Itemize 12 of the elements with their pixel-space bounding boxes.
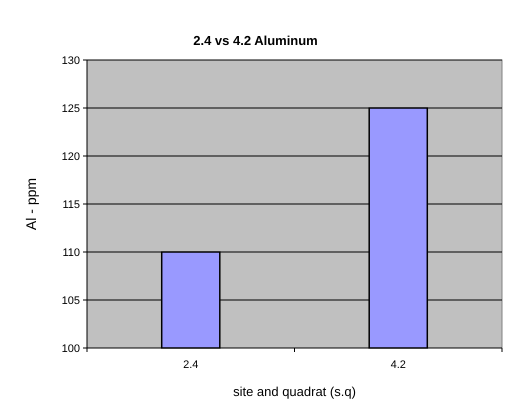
y-tick-label: 110 bbox=[62, 246, 80, 259]
y-tick-label: 120 bbox=[62, 150, 80, 163]
y-tick-label: 115 bbox=[62, 198, 80, 211]
y-tick-label: 130 bbox=[62, 54, 80, 67]
y-tick-label: 125 bbox=[62, 102, 80, 115]
x-axis-title: site and quadrat (s.q) bbox=[233, 384, 356, 399]
y-tick-label: 100 bbox=[62, 342, 80, 355]
y-tick-label: 105 bbox=[62, 294, 80, 307]
x-tick-label: 4.2 bbox=[390, 359, 406, 371]
chart-title: 2.4 vs 4.2 Aluminum bbox=[193, 33, 318, 48]
x-tick-label: 2.4 bbox=[183, 359, 198, 371]
y-axis-title: Al - ppm bbox=[23, 178, 39, 230]
